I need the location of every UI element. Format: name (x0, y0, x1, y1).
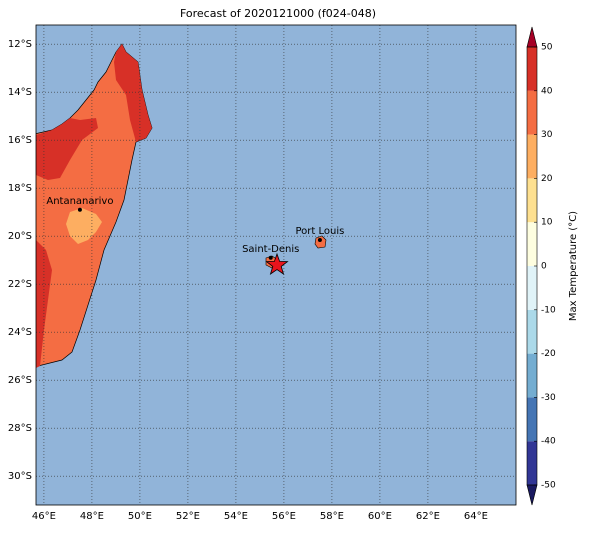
colorbar-band (527, 90, 537, 135)
colorbar-tick-label: -10 (541, 305, 556, 315)
colorbar-tick-label: 0 (541, 262, 547, 272)
lat-tick-label: 12°S (8, 39, 32, 50)
colorbar-band (527, 353, 537, 398)
colorbar-band (527, 134, 537, 179)
land (36, 43, 327, 368)
lon-tick-label: 64°E (464, 511, 488, 522)
lat-tick-label: 14°S (8, 87, 32, 98)
lat-tick-label: 28°S (8, 423, 32, 434)
lon-tick-label: 48°E (80, 511, 104, 522)
lat-tick-label: 20°S (8, 231, 32, 242)
lat-tick-label: 16°S (8, 135, 32, 146)
colorbar-band (527, 441, 537, 485)
colorbar-tick-label: 20 (541, 174, 553, 184)
colorbar-tick-label: 10 (541, 218, 553, 228)
colorbar-extend-bottom (526, 484, 538, 506)
lon-tick-label: 52°E (176, 511, 200, 522)
lon-tick-label: 62°E (416, 511, 440, 522)
warm-zone (36, 118, 98, 180)
star-marker (265, 252, 289, 275)
colorbar-tick-label: 50 (541, 43, 553, 53)
warm-zone (114, 44, 152, 142)
map-title: Forecast of 2020121000 (f024-048) (180, 7, 376, 20)
lon-tick-label: 54°E (224, 511, 248, 522)
colorbar-band (527, 47, 537, 91)
lat-tick-label: 22°S (8, 279, 32, 290)
colorbar-tick-label: -30 (541, 393, 556, 403)
colorbar-label: Max Temperature (°C) (568, 211, 579, 321)
map-frame (35, 24, 517, 506)
colorbar-tick-label: 40 (541, 86, 553, 96)
colorbar-tick-label: -50 (541, 481, 556, 491)
lon-tick-label: 46°E (32, 511, 56, 522)
colorbar-tick-label: -40 (541, 437, 556, 447)
colorbar-band (527, 222, 537, 266)
city-label: Port Louis (295, 226, 344, 237)
city-dot (317, 238, 322, 243)
lon-tick-label: 60°E (368, 511, 392, 522)
cool-zone (66, 208, 102, 244)
graticule (36, 25, 516, 505)
colorbar-band (527, 266, 537, 310)
city-label: Saint-Denis (242, 244, 299, 255)
colorbar-tick-label: -20 (541, 349, 556, 359)
lat-tick-label: 24°S (8, 327, 32, 338)
city-dot (268, 255, 273, 260)
colorbar-band (527, 178, 537, 223)
lat-tick-label: 26°S (8, 375, 32, 386)
colorbar-tick-label: 30 (541, 130, 553, 140)
lon-tick-label: 58°E (320, 511, 344, 522)
colorbar-extend-top (526, 26, 538, 48)
city-label: Antananarivo (46, 196, 113, 207)
colorbar-band (527, 397, 537, 442)
colorbar (526, 26, 538, 506)
colorbar-band (527, 309, 537, 354)
city-dot (77, 207, 82, 212)
lat-tick-label: 30°S (8, 471, 32, 482)
lon-tick-label: 50°E (128, 511, 152, 522)
lat-tick-label: 18°S (8, 183, 32, 194)
lon-tick-label: 56°E (272, 511, 296, 522)
